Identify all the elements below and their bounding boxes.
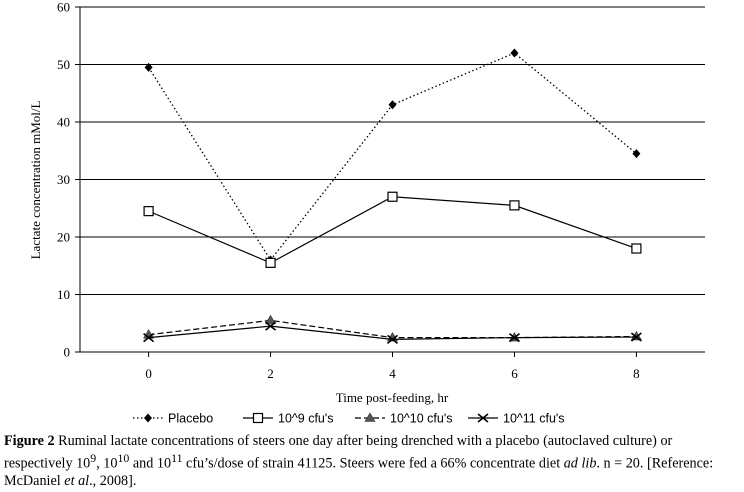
series-1	[144, 48, 641, 265]
data-point-cross	[143, 333, 155, 343]
legend: Placebo 10^9 cfu's 10^10 cfu's 10^11 cfu's	[133, 412, 565, 426]
x-tick-label: 6	[511, 366, 518, 381]
y-tick-label: 40	[57, 115, 70, 130]
caption-text-1: Ruminal lactate concentrations of steers…	[4, 433, 673, 472]
series-line	[148, 196, 637, 264]
data-point-open-square	[143, 206, 154, 217]
data-point-diamond	[632, 149, 641, 159]
data-point-open-square	[509, 200, 520, 211]
data-point-triangle	[265, 314, 277, 325]
y-tick-label: 60	[57, 0, 70, 15]
x-tick-label: 0	[145, 366, 152, 381]
legend-item-3: 10^10 cfu's	[355, 412, 452, 426]
caption-italic-1: ad lib	[563, 455, 597, 472]
legend-item-4: 10^11 cfu's	[468, 412, 565, 426]
caption-text-5: . n = 20. [Reference: McDaniel	[4, 455, 714, 489]
data-point-triangle	[630, 330, 642, 341]
line-chart: 0 10 20 30 40 50 60 0 2 4 6 8 Lactate concentratio…	[28, 0, 705, 426]
caption-italic-2: et al	[64, 472, 90, 489]
caption-sup-3: 11	[171, 451, 183, 465]
legend-marker-open-square	[252, 412, 264, 424]
grid-lines	[80, 6, 705, 295]
y-tick-label: 10	[57, 287, 70, 302]
data-point-cross	[387, 334, 398, 344]
legend-label: 10^9 cfu's	[278, 412, 334, 426]
y-tick-labels: 0 10 20 30 40 50 60	[57, 0, 70, 360]
series-line	[148, 52, 637, 262]
x-axis-label: Time post-feeding, hr	[336, 390, 449, 405]
legend-label: Placebo	[168, 412, 213, 426]
legend-item-2: 10^9 cfu's	[243, 412, 334, 426]
y-tick-label: 30	[57, 172, 70, 187]
data-point-diamond	[144, 62, 153, 72]
data-point-open-square	[631, 243, 642, 254]
caption-text-2: , 10	[96, 455, 118, 472]
x-tick-label: 8	[633, 366, 640, 381]
data-point-diamond	[510, 48, 519, 58]
y-axis-label: Lactate concentration mMol/L	[28, 101, 43, 260]
legend-marker-triangle	[364, 412, 376, 422]
data-point-open-square	[265, 257, 276, 268]
data-point-cross	[630, 332, 642, 342]
data-point-cross	[508, 333, 520, 343]
data-point-cross	[265, 321, 277, 331]
axes	[75, 6, 705, 357]
legend-label: 10^11 cfu's	[503, 412, 565, 426]
figure-caption: Figure 2 Ruminal lactate concentrations …	[4, 433, 742, 490]
x-tick-label: 2	[267, 366, 274, 381]
caption-label: Figure 2	[4, 433, 55, 449]
caption-text-3: and 10	[129, 455, 172, 472]
caption-sup-2: 10	[117, 451, 130, 465]
data-point-diamond	[388, 100, 397, 110]
legend-label: 10^10 cfu's	[390, 412, 452, 426]
legend-item-1: Placebo	[133, 412, 213, 426]
data-point-open-square	[387, 191, 398, 202]
series-4	[143, 321, 642, 344]
caption-text-4: cfu’s/dose of strain 41125. Steers were …	[182, 455, 564, 472]
y-tick-label: 50	[57, 57, 70, 72]
y-tick-label: 0	[64, 345, 71, 360]
y-tick-label: 20	[57, 230, 70, 245]
caption-text-6: ., 2008].	[89, 472, 137, 489]
series-2	[143, 191, 642, 268]
legend-marker-cross	[477, 413, 489, 423]
legend-marker-diamond	[144, 413, 152, 423]
x-tick-labels: 0 2 4 6 8	[145, 366, 639, 381]
caption-sup-1: 9	[90, 451, 97, 465]
x-tick-label: 4	[389, 366, 396, 381]
data-series	[143, 48, 642, 344]
